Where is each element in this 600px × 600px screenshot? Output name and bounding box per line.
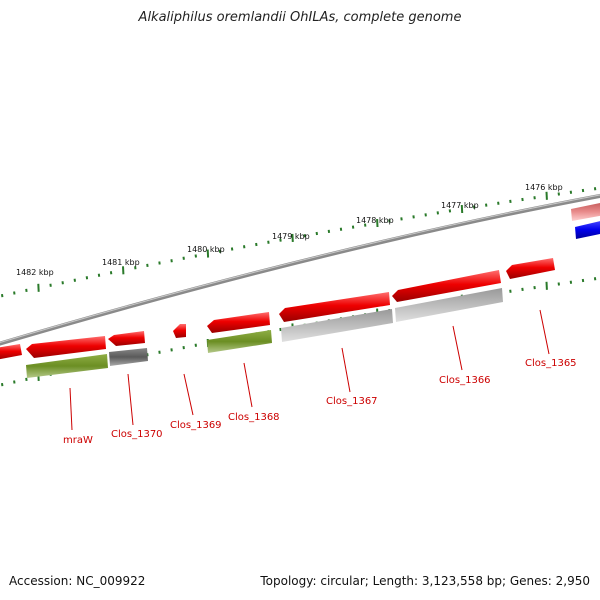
scale-label: 1480 kbp: [187, 245, 225, 254]
cds-feature[interactable]: [571, 202, 600, 221]
cds-feature[interactable]: [26, 336, 106, 358]
scale-label: 1481 kbp: [102, 258, 140, 267]
genome-summary-text: Topology: circular; Length: 3,123,558 bp…: [260, 574, 590, 588]
gene-feature[interactable]: [395, 288, 503, 322]
gene-label: Clos_1366: [439, 375, 491, 386]
scale-label: 1478 kbp: [356, 216, 394, 225]
gene-label: Clos_1369: [170, 420, 222, 431]
gene-feature[interactable]: [109, 348, 148, 366]
scale-label: 1476 kbp: [525, 183, 563, 192]
gene-label: mraW: [63, 435, 93, 446]
cds-feature[interactable]: [207, 312, 270, 333]
cds-feature[interactable]: [392, 270, 501, 302]
gene-feature[interactable]: [26, 354, 108, 378]
gene-feature[interactable]: [207, 330, 272, 353]
label-leaders: [69, 309, 550, 431]
scale-label: 1482 kbp: [16, 268, 54, 277]
accession-text: Accession: NC_009922: [9, 574, 146, 588]
genome-backbone: [0, 193, 600, 346]
scale-label: 1479 kbp: [272, 232, 310, 241]
cds-row: [0, 202, 600, 360]
cds-feature[interactable]: [575, 220, 600, 239]
cds-feature[interactable]: [108, 331, 145, 346]
gene-label: Clos_1367: [326, 396, 378, 407]
gene-feature[interactable]: [281, 309, 393, 342]
gene-row: [26, 288, 503, 378]
cds-feature[interactable]: [506, 258, 555, 279]
gene-label: Clos_1370: [111, 429, 163, 440]
gene-label: Clos_1368: [228, 412, 280, 423]
cds-feature[interactable]: [279, 292, 390, 322]
scale-label: 1477 kbp: [441, 201, 479, 210]
outer-scale-ticks: [1, 187, 597, 298]
gene-label: Clos_1365: [525, 358, 577, 369]
map-title: Alkaliphilus oremlandii OhILAs, complete…: [138, 10, 462, 25]
cds-feature[interactable]: [0, 344, 22, 360]
cds-feature[interactable]: [173, 324, 186, 338]
